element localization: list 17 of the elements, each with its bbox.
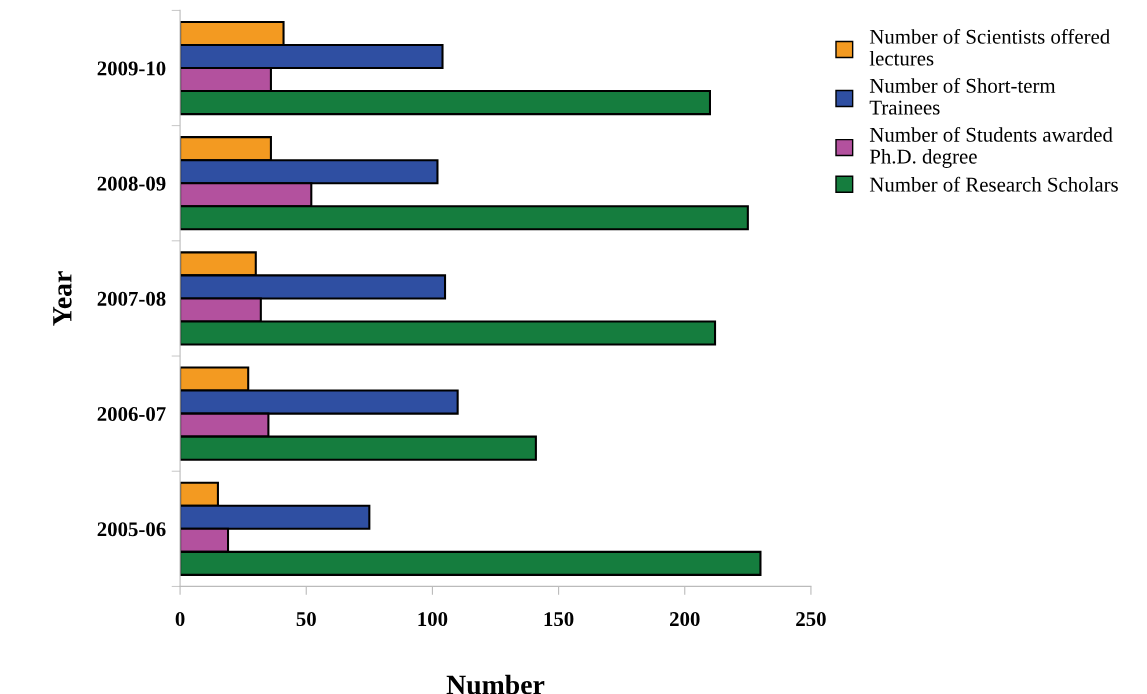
legend-label: Number of Short-term Trainees	[869, 77, 1056, 115]
legend-label: Number of Students awarded Ph.D. degree	[869, 126, 1113, 168]
x-tick-label: 250	[796, 612, 826, 627]
y-axis-title: Year	[53, 271, 72, 326]
x-tick-label: 150	[544, 612, 574, 627]
x-tick-label: 200	[670, 612, 700, 627]
legend-label: Number of Research Scholars	[869, 176, 1118, 192]
y-tick-label: 2005-06	[97, 522, 166, 537]
x-tick-label: 50	[296, 612, 316, 627]
x-tick-label: 100	[418, 612, 448, 627]
y-tick-label: 2006-07	[97, 407, 166, 422]
x-tick-label: 0	[175, 612, 185, 627]
y-tick-label: 2009-10	[97, 61, 166, 76]
x-axis-title: Number	[446, 674, 545, 694]
y-tick-label: 2008-09	[97, 176, 166, 191]
y-tick-label: 2007-08	[97, 291, 166, 306]
legend-label: Number of Scientists offered lectures	[869, 28, 1110, 66]
